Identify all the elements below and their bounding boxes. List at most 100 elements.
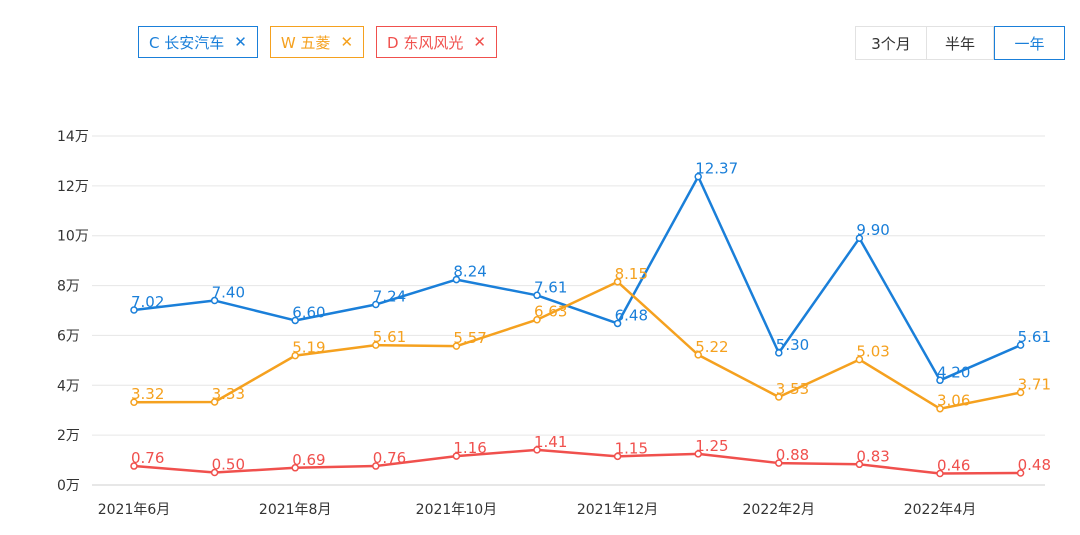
series-line xyxy=(133,280,1021,410)
range-one-year-button[interactable]: 一年 xyxy=(994,26,1065,60)
x-tick-label: 2021年10月 xyxy=(416,502,497,518)
data-label: 5.61 xyxy=(1018,328,1051,346)
range-half-year-button[interactable]: 半年 xyxy=(927,26,994,60)
data-label: 0.69 xyxy=(292,451,325,469)
data-label: 3.33 xyxy=(212,385,245,403)
x-tick-label: 2022年2月 xyxy=(743,502,816,518)
data-point xyxy=(533,315,541,324)
y-tick-label: 6万 xyxy=(57,328,80,344)
data-label: 8.24 xyxy=(453,263,486,281)
y-tick-label: 0万 xyxy=(57,478,80,494)
data-label: 3.71 xyxy=(1018,376,1051,394)
close-icon[interactable]: ✕ xyxy=(234,33,247,51)
data-point xyxy=(694,351,702,359)
data-label: 7.40 xyxy=(212,284,245,302)
data-point xyxy=(130,306,138,314)
data-label: 1.16 xyxy=(453,439,486,457)
data-label: 1.41 xyxy=(534,433,567,451)
data-label: 9.90 xyxy=(856,221,889,239)
data-label: 6.60 xyxy=(292,303,325,321)
data-point xyxy=(936,376,944,385)
data-label: 7.24 xyxy=(373,288,406,306)
data-label: 3.53 xyxy=(776,380,809,398)
x-tick-label: 2021年8月 xyxy=(259,502,332,518)
data-label: 6.48 xyxy=(615,306,648,324)
data-label: 7.61 xyxy=(534,278,567,296)
series-line xyxy=(133,448,1021,475)
data-point xyxy=(613,278,622,286)
data-point xyxy=(291,316,299,325)
data-label: 12.37 xyxy=(695,160,738,178)
data-point xyxy=(452,342,461,350)
legend-chip-label: C 长安汽车 xyxy=(149,33,225,52)
data-label: 5.30 xyxy=(776,336,809,354)
x-tick-label: 2021年12月 xyxy=(577,502,658,518)
data-point xyxy=(936,404,944,413)
data-point xyxy=(613,319,622,328)
data-point xyxy=(613,452,622,461)
data-point xyxy=(210,398,219,406)
data-label: 4.20 xyxy=(937,363,970,381)
data-label: 3.32 xyxy=(131,385,164,403)
data-point xyxy=(1016,388,1025,397)
close-icon[interactable]: ✕ xyxy=(340,33,354,51)
data-point xyxy=(694,450,702,458)
data-point xyxy=(210,468,219,477)
x-tick-label: 2022年4月 xyxy=(904,502,977,518)
range-3-months-button[interactable]: 3个月 xyxy=(855,26,927,60)
data-label: 1.15 xyxy=(615,439,648,457)
data-label: 0.50 xyxy=(212,456,245,474)
data-label: 0.76 xyxy=(131,449,164,467)
data-label: 6.63 xyxy=(534,303,567,321)
legend-chip-dongfeng[interactable]: D 东风风光 ✕ xyxy=(376,26,497,58)
data-label: 1.25 xyxy=(695,437,728,455)
data-label: 3.06 xyxy=(937,392,970,410)
y-tick-label: 8万 xyxy=(57,279,80,295)
legend-chip-label: W 五菱 xyxy=(280,33,331,52)
data-point xyxy=(1016,341,1025,349)
data-label: 7.02 xyxy=(131,293,164,311)
data-point xyxy=(533,446,541,454)
data-label: 0.46 xyxy=(937,457,970,475)
data-point xyxy=(855,460,864,469)
data-point xyxy=(130,462,138,470)
data-point xyxy=(210,296,219,305)
data-label: 0.88 xyxy=(776,446,809,464)
data-point xyxy=(291,351,299,360)
data-label: 0.76 xyxy=(373,449,406,467)
y-tick-label: 12万 xyxy=(57,179,89,195)
data-point xyxy=(1016,469,1025,477)
data-point xyxy=(372,341,380,349)
data-point xyxy=(291,464,299,472)
legend-chip-changan[interactable]: C 长安汽车 ✕ xyxy=(138,26,258,58)
data-point xyxy=(533,291,541,300)
data-label: 5.03 xyxy=(856,343,889,361)
data-label: 8.15 xyxy=(615,265,648,283)
data-label: 5.22 xyxy=(695,338,728,356)
data-label: 0.48 xyxy=(1018,456,1051,474)
y-tick-label: 4万 xyxy=(57,378,80,394)
data-point xyxy=(372,462,380,470)
legend: C 长安汽车 ✕ W 五菱 ✕ D 东风风光 ✕ xyxy=(138,26,497,58)
data-point xyxy=(694,172,702,181)
data-point xyxy=(452,275,461,284)
data-point xyxy=(452,452,461,460)
data-point xyxy=(130,398,138,406)
data-point xyxy=(775,393,783,401)
close-icon[interactable]: ✕ xyxy=(473,33,486,51)
data-point xyxy=(372,300,380,309)
data-point xyxy=(775,459,783,467)
data-point xyxy=(855,234,864,242)
data-point xyxy=(936,469,944,478)
time-range-selector: 3个月 半年 一年 xyxy=(855,26,1065,60)
y-tick-label: 10万 xyxy=(57,229,89,245)
y-tick-label: 14万 xyxy=(57,129,89,145)
x-tick-label: 2021年6月 xyxy=(98,502,171,518)
legend-chip-wuling[interactable]: W 五菱 ✕ xyxy=(269,26,365,58)
data-point xyxy=(775,349,783,357)
data-point xyxy=(855,355,864,364)
legend-chip-label: D 东风风光 xyxy=(387,33,464,52)
y-tick-label: 2万 xyxy=(57,428,80,444)
series-line xyxy=(133,175,1022,382)
